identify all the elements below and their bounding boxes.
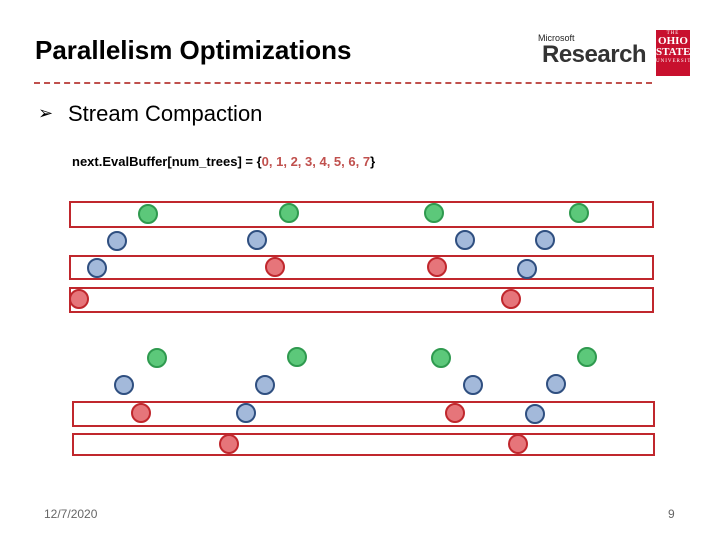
bullet-stream-compaction: Stream Compaction <box>68 101 263 126</box>
tree-node-red <box>508 434 528 454</box>
tree-node-blue <box>455 230 475 250</box>
tree-node-green <box>147 348 167 368</box>
tree-node-red <box>219 434 239 454</box>
tree-node-red <box>501 289 521 309</box>
tree-node-green <box>569 203 589 223</box>
microsoft-research-logo: Microsoft Research <box>538 33 650 71</box>
buffer-bar <box>69 255 654 280</box>
code-line: next.EvalBuffer[num_trees] = {0, 1, 2, 3… <box>72 154 375 169</box>
osu-logo-line-1: THE <box>666 31 680 36</box>
tree-node-blue <box>517 259 537 279</box>
tree-node-blue <box>247 230 267 250</box>
code-suffix: } <box>370 154 376 169</box>
slide-date: 12/7/2020 <box>44 507 98 521</box>
osu-logo-line-3: STATE <box>656 46 691 58</box>
buffer-bar <box>72 401 655 427</box>
tree-node-blue <box>535 230 555 250</box>
tree-node-blue <box>255 375 275 395</box>
tree-node-green <box>431 348 451 368</box>
buffer-bar <box>72 433 655 456</box>
ohio-state-logo: THE OHIO STATE UNIVERSITY <box>656 30 696 76</box>
tree-node-red <box>427 257 447 277</box>
microsoft-logo-small-text: Microsoft <box>538 33 575 43</box>
osu-logo-line-2: OHIO <box>658 35 688 47</box>
code-prefix: next.EvalBuffer[num_trees] = { <box>72 154 262 169</box>
title-divider <box>34 82 652 84</box>
slide-page-number: 9 <box>668 507 675 521</box>
tree-node-green <box>287 347 307 367</box>
tree-node-green <box>138 204 158 224</box>
code-values: 0, 1, 2, 3, 4, 5, 6, 7 <box>261 154 371 169</box>
tree-node-blue <box>87 258 107 278</box>
osu-logo-line-4: UNIVERSITY <box>656 59 696 64</box>
tree-node-blue <box>546 374 566 394</box>
tree-node-blue <box>525 404 545 424</box>
buffer-bar <box>69 201 654 228</box>
tree-node-red <box>445 403 465 423</box>
tree-node-red <box>69 289 89 309</box>
tree-node-blue <box>114 375 134 395</box>
tree-node-blue <box>463 375 483 395</box>
tree-node-green <box>424 203 444 223</box>
tree-node-green <box>577 347 597 367</box>
buffer-bar <box>69 287 654 313</box>
tree-node-red <box>131 403 151 423</box>
tree-node-red <box>265 257 285 277</box>
microsoft-logo-big-text: Research <box>542 41 647 68</box>
tree-node-blue <box>236 403 256 423</box>
tree-node-blue <box>107 231 127 251</box>
bullet-arrow-icon: ➢ <box>38 103 54 123</box>
slide-title: Parallelism Optimizations <box>35 35 352 65</box>
tree-node-green <box>279 203 299 223</box>
